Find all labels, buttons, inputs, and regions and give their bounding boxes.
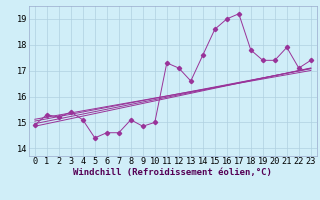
X-axis label: Windchill (Refroidissement éolien,°C): Windchill (Refroidissement éolien,°C)	[73, 168, 272, 177]
